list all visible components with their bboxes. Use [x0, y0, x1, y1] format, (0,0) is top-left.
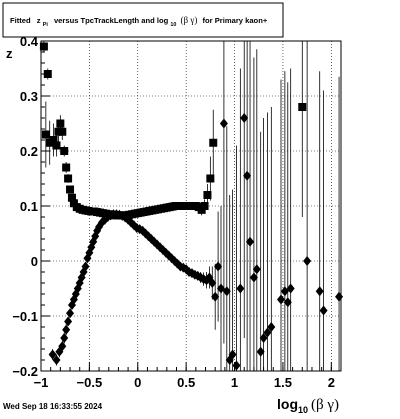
data-point-diamond — [228, 349, 237, 360]
data-point-diamond — [219, 118, 228, 129]
x-axis-label-text: log10 (β γ) — [277, 396, 339, 414]
data-point-diamond — [283, 297, 292, 308]
x-tick-label: 0.5 — [177, 375, 195, 390]
data-point-diamond — [208, 278, 217, 288]
timestamp: Wed Sep 18 16:33:55 2024 — [3, 402, 103, 411]
data-point-square — [206, 174, 215, 183]
y-tick-label: 0.2 — [20, 144, 38, 159]
data-point-square — [58, 127, 67, 136]
data-point-diamond — [232, 360, 241, 371]
data-point-diamond — [214, 261, 223, 272]
axis-tick-labels: −1 −0.5 0 0.5 1 1.5 2 −0.2 −0.1 0 0.1 0.2 0.3 0.4 — [12, 34, 335, 390]
y-tick-label: 0 — [31, 254, 38, 269]
data-point-diamond — [256, 346, 265, 357]
data-point-square — [56, 119, 65, 128]
title-suffix: for Primary kaon+ — [202, 16, 267, 25]
y-tick-label: 0.4 — [20, 34, 39, 49]
data-point-square — [64, 174, 73, 183]
x-tick-label: −0.5 — [77, 375, 103, 390]
data-point-diamond — [240, 113, 249, 123]
data-point-diamond — [58, 341, 67, 352]
data-point-square — [62, 163, 71, 172]
data-point-square — [39, 42, 48, 51]
y-tick-label: 0.1 — [20, 199, 38, 214]
x-tick-label: 2 — [328, 375, 335, 390]
data-point-diamond — [315, 286, 324, 297]
data-point-diamond — [217, 283, 225, 294]
data-point-diamond — [267, 322, 276, 332]
data-point-diamond — [66, 308, 75, 319]
x-axis-label-bg: (β γ) — [311, 397, 339, 413]
x-axis-label-log: log — [277, 396, 298, 412]
x-axis-label: log10 (β γ) — [277, 396, 339, 415]
data-point-square — [49, 136, 58, 144]
x-tick-label: 0 — [134, 375, 141, 390]
data-point-square — [67, 193, 76, 202]
title-prefix: Fitted — [10, 16, 31, 25]
chart-title: Fitted z Pi versus TpcTrackLength and lo… — [10, 15, 268, 28]
title-log-sub: 10 — [170, 22, 176, 28]
title-box-frame — [2, 2, 284, 38]
data-point-square — [43, 70, 52, 78]
y-axis-label: z — [6, 46, 13, 61]
data-point-diamond — [303, 256, 312, 266]
data-point-square — [209, 138, 218, 147]
x-tick-label: 1.5 — [274, 375, 292, 390]
title-box: Fitted z Pi versus TpcTrackLength and lo… — [2, 2, 284, 38]
data-point-square — [41, 130, 50, 139]
data-point-diamond — [211, 291, 220, 302]
data-point-square — [60, 147, 69, 155]
y-tick-label: −0.1 — [12, 309, 38, 324]
data-point-square — [66, 185, 75, 194]
data-point-diamond — [277, 294, 285, 305]
y-tick-label: −0.2 — [12, 364, 38, 379]
data-point-diamond — [252, 264, 261, 275]
data-point-square — [298, 103, 307, 111]
data-point-square — [200, 202, 209, 210]
title-var-sub: Pi — [43, 22, 49, 28]
data-point-diamond — [280, 286, 289, 297]
data-point-square — [52, 141, 61, 150]
data-point-square — [203, 191, 212, 199]
data-point-diamond — [48, 349, 57, 360]
data-point-diamond — [246, 236, 255, 247]
data-point-diamond — [243, 170, 252, 181]
x-tick-label: 1 — [231, 375, 238, 390]
data-point-diamond — [286, 283, 295, 294]
title-bg: (β γ) — [181, 15, 198, 25]
title-mid: versus TpcTrackLength and log — [54, 16, 169, 25]
data-markers — [39, 42, 344, 371]
title-var: z — [37, 16, 41, 25]
data-point-diamond — [62, 324, 71, 335]
data-point-diamond — [263, 327, 272, 338]
data-point-diamond — [81, 261, 90, 272]
data-point-diamond — [64, 316, 73, 327]
data-point-diamond — [52, 355, 61, 365]
data-point-diamond — [335, 291, 344, 302]
data-point-diamond — [236, 283, 245, 294]
x-tick-label: −1 — [34, 375, 49, 390]
data-point-diamond — [319, 305, 328, 316]
x-axis-label-sub: 10 — [298, 405, 308, 414]
y-tick-label: 0.3 — [20, 89, 38, 104]
data-point-diamond — [222, 286, 231, 297]
data-point-diamond — [60, 333, 69, 343]
data-point-diamond — [259, 333, 268, 343]
data-point-diamond — [249, 272, 258, 283]
